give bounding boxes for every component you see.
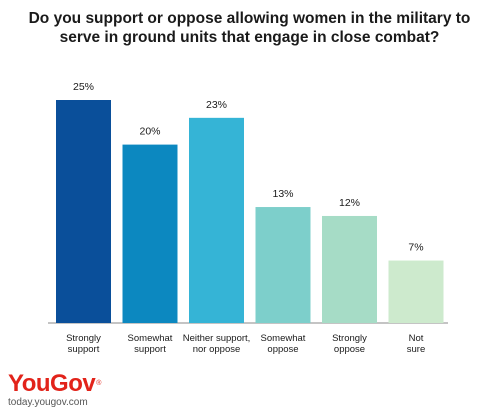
data-label-6: 7% — [408, 242, 423, 254]
data-label-3: 23% — [206, 99, 227, 111]
category-label-3-line-2: nor oppose — [193, 344, 241, 355]
chart-title-line-2: serve in ground units that engage in clo… — [59, 29, 440, 46]
chart-title: Do you support or oppose allowing women … — [0, 9, 499, 47]
category-label-6-line-1: Not — [409, 333, 424, 344]
category-label-2-line-1: Somewhat — [128, 333, 173, 344]
chart-title-line-1: Do you support or oppose allowing women … — [28, 10, 471, 27]
category-label-1-line-1: Strongly — [66, 333, 101, 344]
yougov-logo: YouGov® — [8, 370, 101, 397]
category-label-4-line-1: Somewhat — [261, 333, 306, 344]
bar-5 — [322, 215, 377, 323]
category-label-5-line-1: Strongly — [332, 333, 367, 344]
bar-6 — [388, 260, 444, 323]
category-label-6-line-2: sure — [407, 344, 425, 355]
category-label-4-line-2: oppose — [267, 344, 298, 355]
data-label-5: 12% — [339, 197, 360, 209]
bar-2 — [122, 144, 178, 323]
category-label-3-line-1: Neither support, — [183, 333, 251, 344]
bar-3 — [189, 117, 244, 323]
bar-4 — [255, 207, 311, 323]
category-label-2-line-2: support — [134, 344, 166, 355]
category-label-1-line-2: support — [68, 344, 100, 355]
data-label-2: 20% — [139, 126, 160, 138]
data-label-4: 13% — [272, 188, 293, 200]
data-label-1: 25% — [73, 81, 94, 93]
bar-1 — [56, 100, 111, 323]
category-label-5-line-2: oppose — [334, 344, 365, 355]
source-url: today.yougov.com — [8, 397, 88, 408]
